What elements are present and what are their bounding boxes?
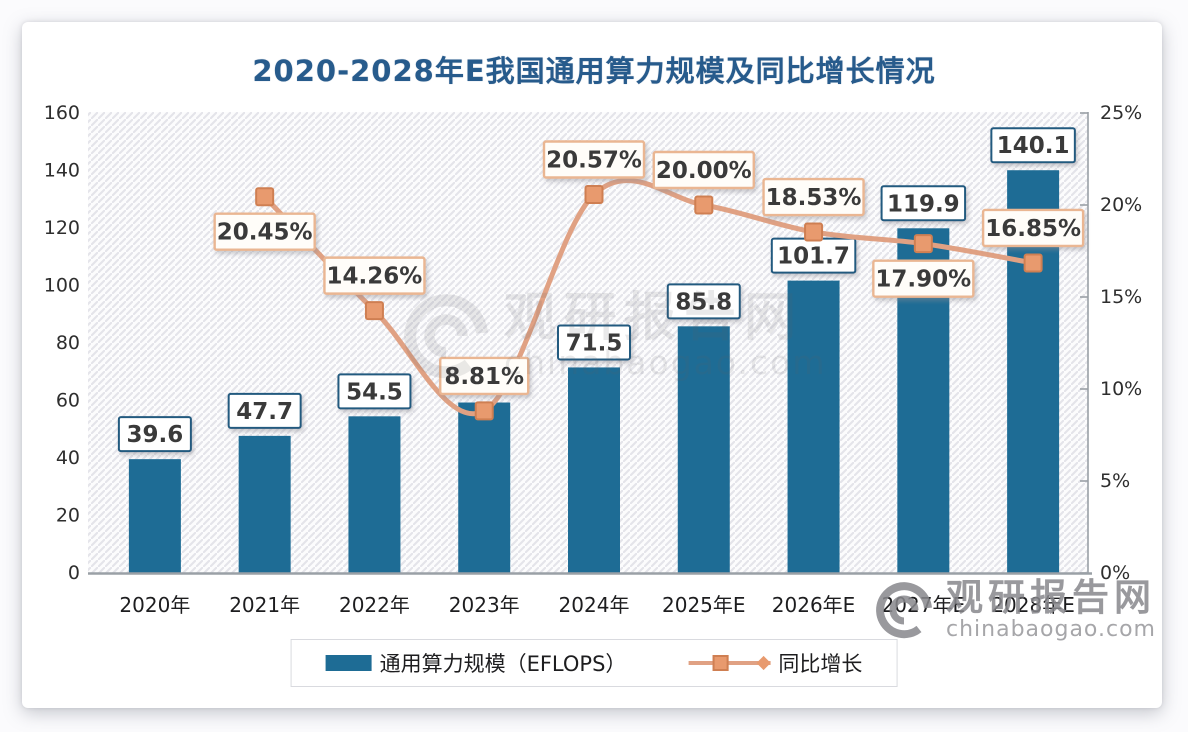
bar-2021年 — [238, 435, 291, 573]
svg-text:101.7: 101.7 — [777, 244, 850, 270]
growth-marker-2024年 — [584, 185, 604, 205]
growth-value-callout — [762, 177, 865, 217]
svg-text:20%: 20% — [1100, 194, 1142, 216]
svg-text:54.5: 54.5 — [346, 379, 403, 405]
svg-text:2022年: 2022年 — [339, 593, 410, 617]
svg-text:2025年E: 2025年E — [662, 593, 746, 617]
bar-value-callout — [337, 373, 412, 410]
svg-text:60: 60 — [56, 390, 80, 412]
legend-item-bar-series: 通用算力规模（EFLOPS） — [325, 648, 627, 678]
legend-label: 通用算力规模（EFLOPS） — [379, 652, 627, 676]
bar-2026年E — [787, 280, 840, 573]
svg-text:0: 0 — [68, 562, 80, 584]
bar-2022年 — [348, 416, 401, 573]
svg-text:16.85%: 16.85% — [985, 216, 1081, 242]
svg-text:20.57%: 20.57% — [546, 148, 642, 174]
svg-text:100: 100 — [44, 275, 80, 297]
svg-text:25%: 25% — [1100, 102, 1142, 124]
svg-text:40: 40 — [56, 447, 80, 469]
growth-value-callout — [652, 150, 755, 190]
bar-value-callout — [666, 283, 741, 320]
svg-text:47.7: 47.7 — [236, 399, 293, 425]
growth-marker-2026年E — [804, 222, 824, 242]
svg-text:10%: 10% — [1100, 378, 1142, 400]
bar-2024年 — [568, 367, 620, 573]
chart-title: 2020-2028年E我国通用算力规模及同比增长情况 — [252, 54, 936, 88]
svg-text:2021年: 2021年 — [229, 593, 300, 617]
growth-value-callout — [439, 356, 530, 396]
legend-item-line-series: 同比增长 — [688, 648, 862, 678]
svg-text:15%: 15% — [1100, 286, 1142, 308]
bar-value-callout — [117, 416, 192, 453]
svg-text:119.9: 119.9 — [887, 191, 960, 217]
svg-text:120: 120 — [44, 217, 80, 239]
svg-text:140.1: 140.1 — [997, 133, 1070, 159]
bar-value-callout — [880, 185, 967, 222]
svg-text:71.5: 71.5 — [566, 330, 623, 356]
growth-value-callout — [542, 140, 646, 179]
svg-text:18.53%: 18.53% — [766, 185, 862, 211]
svg-text:20.45%: 20.45% — [217, 220, 313, 246]
line-series-marker-icon — [688, 654, 771, 672]
growth-marker-2021年 — [255, 187, 275, 207]
svg-text:2028年E: 2028年E — [991, 593, 1075, 617]
growth-marker-2022年 — [364, 301, 384, 321]
bar-value-callout — [990, 127, 1076, 164]
svg-text:0%: 0% — [1100, 562, 1130, 584]
bar-2020年 — [128, 459, 181, 573]
bar-value-callout — [557, 324, 631, 361]
svg-text:2023年: 2023年 — [449, 593, 520, 617]
growth-marker-2025年E — [694, 195, 714, 215]
svg-text:80: 80 — [56, 332, 80, 354]
growth-marker-2027年E — [913, 234, 933, 254]
svg-text:2026年E: 2026年E — [772, 593, 856, 617]
growth-value-callout — [213, 212, 316, 251]
svg-text:17.90%: 17.90% — [875, 267, 971, 293]
svg-text:85.8: 85.8 — [675, 289, 732, 315]
bar-series-swatch-icon — [325, 655, 372, 671]
svg-text:2020年: 2020年 — [119, 593, 190, 617]
bar-2025年E — [677, 326, 730, 573]
bar-2023年 — [458, 402, 511, 573]
legend: 通用算力规模（EFLOPS） 同比增长 — [290, 639, 898, 687]
bar-value-callout — [227, 392, 302, 429]
svg-text:160: 160 — [44, 102, 80, 124]
svg-text:140: 140 — [44, 160, 80, 182]
svg-text:2027年E: 2027年E — [882, 593, 966, 617]
svg-text:14.26%: 14.26% — [327, 264, 423, 290]
svg-text:20: 20 — [56, 505, 80, 527]
svg-text:39.6: 39.6 — [127, 422, 184, 448]
growth-marker-2023年 — [474, 401, 494, 421]
growth-marker-2028年E — [1023, 253, 1043, 273]
svg-text:20.00%: 20.00% — [656, 158, 752, 184]
growth-value-callout — [323, 256, 426, 295]
growth-value-callout — [981, 208, 1085, 248]
svg-text:5%: 5% — [1100, 470, 1130, 492]
svg-text:2024年: 2024年 — [559, 593, 630, 617]
svg-text:8.81%: 8.81% — [444, 364, 524, 390]
legend-label: 同比增长 — [778, 652, 863, 676]
growth-value-callout — [872, 259, 975, 298]
